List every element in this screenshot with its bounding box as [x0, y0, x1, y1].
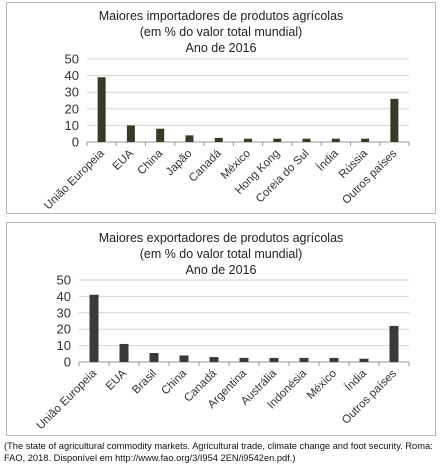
x-tick-label: Brasil: [130, 368, 159, 397]
y-tick-label: 0: [72, 135, 79, 150]
y-tick-label: 20: [57, 322, 71, 337]
bar: [126, 125, 135, 142]
bar: [209, 357, 219, 362]
bar: [359, 358, 369, 362]
bar: [244, 138, 252, 142]
bar: [239, 357, 249, 362]
y-tick-label: 40: [65, 68, 79, 83]
bar: [97, 77, 106, 142]
bar: [156, 128, 165, 142]
bar: [390, 98, 399, 142]
bar: [389, 325, 399, 362]
x-tick-label: Canadá: [187, 147, 224, 184]
y-tick-label: 40: [57, 289, 71, 304]
bar: [273, 138, 282, 142]
y-tick-label: 30: [57, 305, 71, 320]
x-tick-label: China: [136, 147, 166, 177]
x-tick-label: México: [305, 368, 339, 402]
y-tick-label: 0: [64, 355, 71, 370]
bar: [179, 355, 189, 362]
x-tick-label: Coreia do Sul: [254, 148, 312, 206]
y-tick-label: 10: [57, 338, 71, 353]
bar: [119, 343, 129, 362]
y-tick-label: 20: [65, 101, 79, 116]
chart-title: Maiores importadores de produtos agrícol…: [98, 9, 344, 23]
x-tick-label: Outros países: [340, 367, 399, 426]
x-tick-label: EUA: [104, 367, 129, 392]
y-tick-label: 10: [65, 118, 79, 133]
x-tick-label: União Europeia: [35, 367, 100, 432]
x-tick-label: Índia: [314, 147, 341, 174]
x-tick-label: Outros países: [340, 147, 399, 206]
y-tick-label: 50: [57, 273, 71, 288]
y-tick-label: 50: [65, 52, 79, 67]
chart-subtitle-year: Ano de 2016: [185, 263, 257, 277]
bar: [331, 138, 340, 142]
bar: [269, 357, 279, 362]
bar: [214, 137, 223, 142]
bar: [302, 138, 311, 142]
chart-title: Maiores exportadores de produtos agrícol…: [98, 231, 344, 245]
x-tick-label: EUA: [111, 147, 136, 172]
bar: [329, 357, 339, 362]
bar: [361, 138, 370, 142]
chart-subtitle: (em % do valor total mundial): [139, 247, 303, 261]
bar: [299, 357, 309, 362]
exporters-chart-panel: Maiores exportadores de produtos agrícol…: [6, 222, 436, 436]
y-tick-label: 30: [65, 85, 79, 100]
x-tick-label: União Europeia: [42, 147, 107, 212]
chart-subtitle-year: Ano de 2016: [185, 41, 257, 55]
bar: [185, 135, 194, 142]
x-tick-label: Índia: [342, 367, 369, 394]
chart-subtitle: (em % do valor total mundial): [139, 25, 303, 39]
bar: [89, 294, 99, 362]
importers-chart-panel: Maiores importadores de produtos agrícol…: [6, 2, 436, 214]
bar: [149, 352, 159, 362]
source-caption: (The state of agricultural commodity mar…: [4, 441, 433, 463]
